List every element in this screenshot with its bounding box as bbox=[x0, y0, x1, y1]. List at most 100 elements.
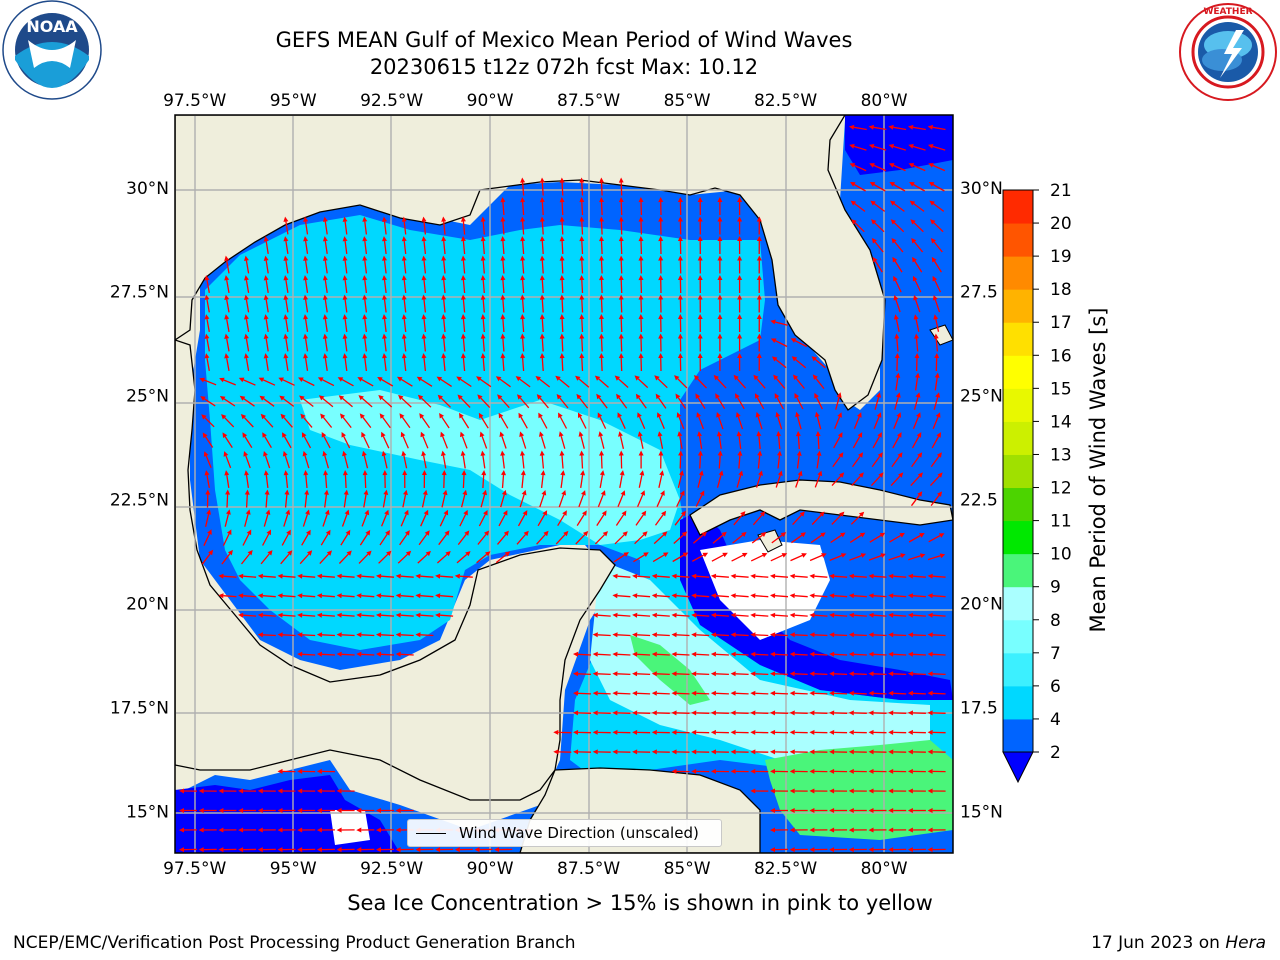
wind-arrow bbox=[651, 690, 670, 696]
wind-arrow bbox=[633, 552, 649, 563]
lon-ticks-top: 97.5°W 95°W 92.5°W 90°W 87.5°W 85°W 82.5°W 80°W bbox=[163, 91, 908, 111]
wind-arrow bbox=[691, 690, 710, 696]
wind-arrow bbox=[710, 710, 729, 716]
wind-arrow bbox=[913, 295, 921, 313]
wind-arrow bbox=[888, 710, 907, 716]
wind-arrow bbox=[908, 124, 926, 131]
colorbar-segment bbox=[1003, 454, 1033, 489]
wind-arrow bbox=[710, 593, 729, 599]
wind-arrow bbox=[868, 651, 887, 657]
wind-arrow bbox=[809, 808, 828, 813]
wind-arrow bbox=[382, 353, 387, 371]
wind-arrow bbox=[477, 530, 490, 545]
wind-arrow bbox=[697, 314, 703, 333]
wind-arrow bbox=[927, 808, 946, 813]
wind-arrow bbox=[257, 593, 276, 599]
wind-arrow bbox=[888, 163, 906, 172]
wind-arrow bbox=[381, 450, 388, 469]
wind-arrow bbox=[756, 333, 762, 352]
wind-arrow bbox=[869, 163, 887, 172]
wind-arrow bbox=[218, 788, 237, 794]
wind-arrow bbox=[717, 333, 723, 352]
wind-arrow bbox=[382, 255, 387, 274]
wind-arrow bbox=[750, 632, 769, 638]
wind-arrow bbox=[908, 533, 925, 543]
wind-arrow bbox=[400, 431, 409, 449]
wind-arrow bbox=[814, 392, 823, 410]
wind-arrow bbox=[907, 768, 926, 774]
wind-arrow bbox=[848, 788, 867, 794]
wind-arrow bbox=[402, 470, 408, 489]
wind-arrow bbox=[376, 632, 395, 638]
wind-arrow bbox=[297, 827, 316, 833]
wind-arrow bbox=[770, 319, 788, 326]
wind-arrow bbox=[618, 294, 624, 313]
wind-arrow bbox=[238, 788, 257, 794]
wind-arrow bbox=[474, 847, 493, 853]
wind-arrow bbox=[673, 531, 688, 544]
wind-arrow bbox=[651, 729, 670, 735]
wind-arrow bbox=[712, 531, 727, 544]
wind-arrow bbox=[733, 374, 747, 389]
wind-arrow bbox=[730, 573, 749, 579]
wind-arrow bbox=[691, 749, 710, 755]
wind-arrow bbox=[460, 255, 466, 274]
wind-arrow bbox=[336, 808, 355, 813]
wind-arrow bbox=[435, 612, 454, 618]
wind-arrow bbox=[927, 827, 946, 833]
wind-arrow bbox=[637, 431, 644, 449]
wind-arrow bbox=[927, 768, 946, 774]
wind-arrow bbox=[361, 431, 370, 449]
wind-arrow bbox=[322, 314, 328, 332]
wind-arrow bbox=[710, 671, 729, 677]
colorbar-segment bbox=[1003, 223, 1033, 257]
wind-arrow bbox=[336, 827, 355, 833]
colorbar-tick-label: 14 bbox=[1050, 412, 1072, 432]
wind-arrow bbox=[460, 216, 466, 235]
wind-arrow bbox=[851, 219, 865, 233]
wind-arrow bbox=[677, 470, 684, 488]
wind-arrow bbox=[599, 216, 604, 235]
wind-arrow bbox=[415, 612, 434, 618]
lon-tick-bottom: 92.5°W bbox=[360, 859, 423, 879]
wind-arrow bbox=[829, 671, 848, 677]
wind-arrow bbox=[790, 553, 807, 562]
wind-arrow bbox=[750, 612, 769, 618]
wind-arrow bbox=[868, 788, 887, 794]
wind-arrow bbox=[559, 314, 565, 333]
wind-arrow bbox=[460, 333, 466, 352]
wind-arrow bbox=[930, 219, 944, 233]
wind-arrow bbox=[421, 489, 428, 508]
wind-arrow bbox=[888, 632, 907, 638]
wind-arrow bbox=[283, 216, 289, 235]
wind-arrow bbox=[303, 333, 309, 352]
wind-arrow bbox=[376, 847, 395, 853]
wind-arrow bbox=[809, 847, 828, 853]
wind-arrow bbox=[421, 255, 427, 274]
wind-arrow bbox=[737, 197, 743, 215]
wind-arrow bbox=[204, 470, 210, 489]
yucatan-channel-deep bbox=[680, 510, 953, 700]
wind-arrow bbox=[907, 788, 926, 794]
wind-arrow bbox=[283, 314, 289, 332]
wind-arrow bbox=[671, 612, 690, 618]
wind-arrow bbox=[557, 510, 567, 527]
wind-arrow bbox=[677, 431, 683, 450]
wind-arrow bbox=[676, 412, 685, 430]
wind-arrow bbox=[770, 612, 789, 618]
wind-arrow bbox=[612, 729, 631, 735]
wind-arrow bbox=[931, 256, 942, 273]
wind-arrow bbox=[868, 573, 887, 579]
wind-arrow bbox=[243, 451, 251, 469]
wind-arrow bbox=[342, 450, 349, 469]
wind-arrow bbox=[302, 509, 310, 527]
wind-arrow bbox=[770, 671, 789, 677]
wind-arrow bbox=[789, 847, 808, 853]
wind-arrow bbox=[770, 827, 789, 833]
wind-arrow bbox=[435, 847, 454, 853]
wind-arrow bbox=[539, 431, 546, 449]
wind-arrow bbox=[691, 768, 710, 774]
wind-arrow bbox=[770, 593, 789, 599]
colorbar-extend-arrow bbox=[1002, 751, 1034, 784]
svg-text:NOAA: NOAA bbox=[26, 17, 78, 36]
